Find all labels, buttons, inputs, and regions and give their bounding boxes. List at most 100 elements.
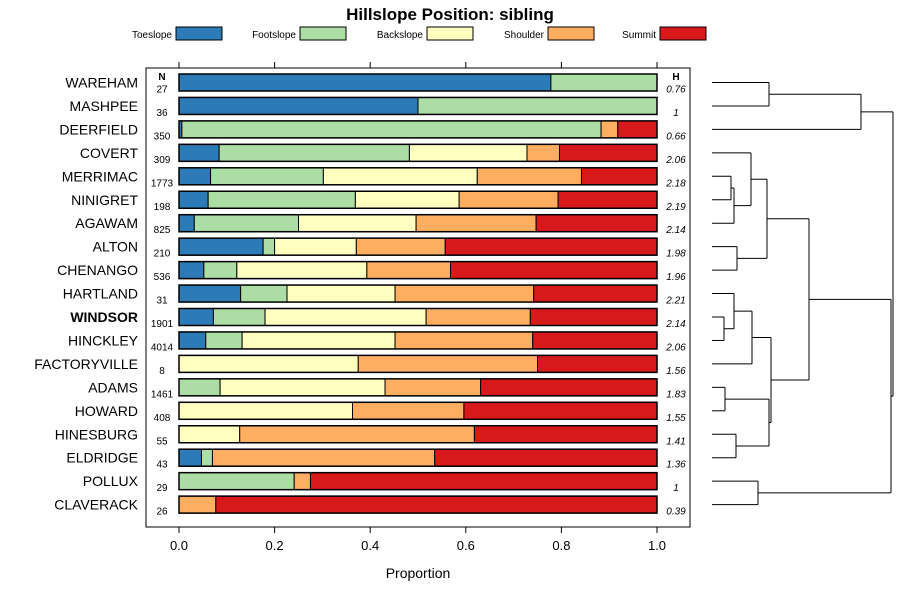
bar-outline [178, 284, 658, 303]
x-tick-label: 0.8 [552, 538, 570, 553]
x-tick-label: 0.2 [266, 538, 284, 553]
row-n: 350 [154, 131, 171, 142]
row-n: 27 [156, 85, 168, 96]
bar-segment-summit [533, 284, 658, 303]
row-h: 2.14 [665, 225, 686, 236]
bar-segment-shoulder [366, 261, 452, 280]
row-label: HARTLAND [63, 286, 138, 302]
bar-segment-backslope [178, 425, 241, 444]
bar-outline [178, 143, 658, 163]
row-h: 2.21 [665, 296, 685, 307]
bar-segment-summit [535, 214, 658, 233]
bar-segment-shoulder [526, 143, 560, 162]
bar-segment-backslope [298, 214, 417, 233]
row-n: 408 [154, 413, 171, 424]
legend-swatch-backslope [426, 26, 474, 41]
row-h: 1.98 [666, 249, 686, 260]
bar-segment-footslope [207, 190, 356, 209]
row-hinesburg: HINESBURG 55 1.41 [55, 425, 686, 447]
bar-segment-footslope [218, 143, 410, 162]
bar-segment-shoulder [384, 378, 482, 397]
bar-segment-toeslope [178, 261, 205, 280]
bar-segment-backslope [178, 354, 359, 373]
row-h: 0.66 [666, 131, 686, 142]
legend-label-toeslope: Toeslope [132, 30, 172, 41]
row-h: 0.76 [666, 85, 686, 96]
row-n: 309 [154, 155, 171, 166]
bar-segment-summit [434, 448, 658, 467]
row-h: 1 [673, 108, 679, 119]
bar-segment-shoulder [352, 401, 465, 420]
bar-segment-shoulder [425, 308, 531, 326]
row-n: 825 [154, 225, 171, 236]
bar-outline [178, 96, 658, 116]
row-label: CLAVERACK [54, 497, 138, 513]
bar-segment-summit [617, 120, 658, 139]
bar-segment-shoulder [178, 495, 217, 514]
bar-segment-backslope [286, 284, 396, 303]
row-n: 210 [154, 249, 171, 260]
row-label: DEERFIELD [59, 121, 138, 137]
bar-segment-summit [480, 378, 658, 397]
row-howard: HOWARD 408 1.55 [75, 401, 686, 424]
row-n: 1901 [151, 319, 174, 330]
bar-segment-summit [532, 331, 658, 350]
bar-segment-footslope [205, 331, 243, 350]
legend-swatch-summit [659, 26, 707, 41]
x-tick-label: 0.0 [170, 538, 188, 553]
bar-segment-summit [450, 261, 658, 280]
bar-segment-footslope [240, 284, 288, 303]
bar-segment-footslope [200, 448, 213, 467]
bar-segment-summit [557, 190, 658, 209]
bar-segment-shoulder [293, 472, 311, 491]
row-n: 1461 [151, 389, 174, 400]
row-label: COVERT [80, 145, 139, 161]
bar-outline [178, 401, 658, 421]
row-n: 4014 [151, 342, 174, 353]
row-n: 36 [156, 108, 168, 119]
bar-segment-footslope [550, 73, 658, 92]
bar-outline [178, 495, 658, 514]
bar-segment-footslope [178, 472, 295, 491]
legend-swatch-toeslope [175, 26, 223, 41]
bar-segment-toeslope [178, 214, 195, 233]
bar-segment-footslope [417, 96, 658, 115]
bar-outline [178, 73, 658, 92]
bar-segment-backslope [264, 308, 427, 326]
bar-segment-shoulder [355, 237, 446, 256]
bar-segment-toeslope [178, 96, 419, 115]
bar-segment-toeslope [178, 73, 552, 92]
bar-outline [178, 120, 658, 139]
bar-outline [178, 167, 658, 186]
row-h: 1.55 [666, 413, 686, 424]
row-label: AGAWAM [75, 215, 138, 231]
row-label: ALTON [93, 239, 138, 255]
bar-segment-backslope [274, 237, 357, 256]
bar-segment-backslope [178, 401, 354, 420]
bar-segment-shoulder [600, 120, 619, 139]
row-n: 26 [156, 507, 168, 518]
row-h: 1.56 [666, 366, 686, 377]
row-label: POLLUX [83, 473, 139, 489]
row-h: 2.19 [665, 202, 686, 213]
row-h: 2.06 [665, 342, 686, 353]
row-pollux: POLLUX 29 1 [83, 471, 679, 494]
bar-segment-footslope [212, 308, 266, 326]
row-chenango: CHENANGO 536 1.96 [57, 260, 686, 283]
row-agawam: AGAWAM 825 2.14 [75, 213, 686, 236]
row-n: 55 [156, 436, 168, 447]
bar-segment-backslope [236, 261, 368, 280]
bar-outline [178, 354, 658, 374]
bar-segment-summit [529, 308, 658, 326]
row-hartland: HARTLAND 31 2.21 [63, 284, 686, 307]
row-merrimac: MERRIMAC 1773 2.18 [62, 167, 686, 189]
bar-segment-summit [444, 237, 658, 256]
row-label: MASHPEE [70, 98, 138, 114]
bar-segment-footslope [210, 167, 324, 186]
bar-segment-shoulder [211, 448, 436, 467]
bar-segment-toeslope [178, 237, 264, 256]
bar-segment-backslope [408, 143, 528, 162]
bar-segment-shoulder [415, 214, 537, 233]
row-n: 43 [156, 460, 168, 471]
row-h: 2.14 [665, 319, 686, 330]
